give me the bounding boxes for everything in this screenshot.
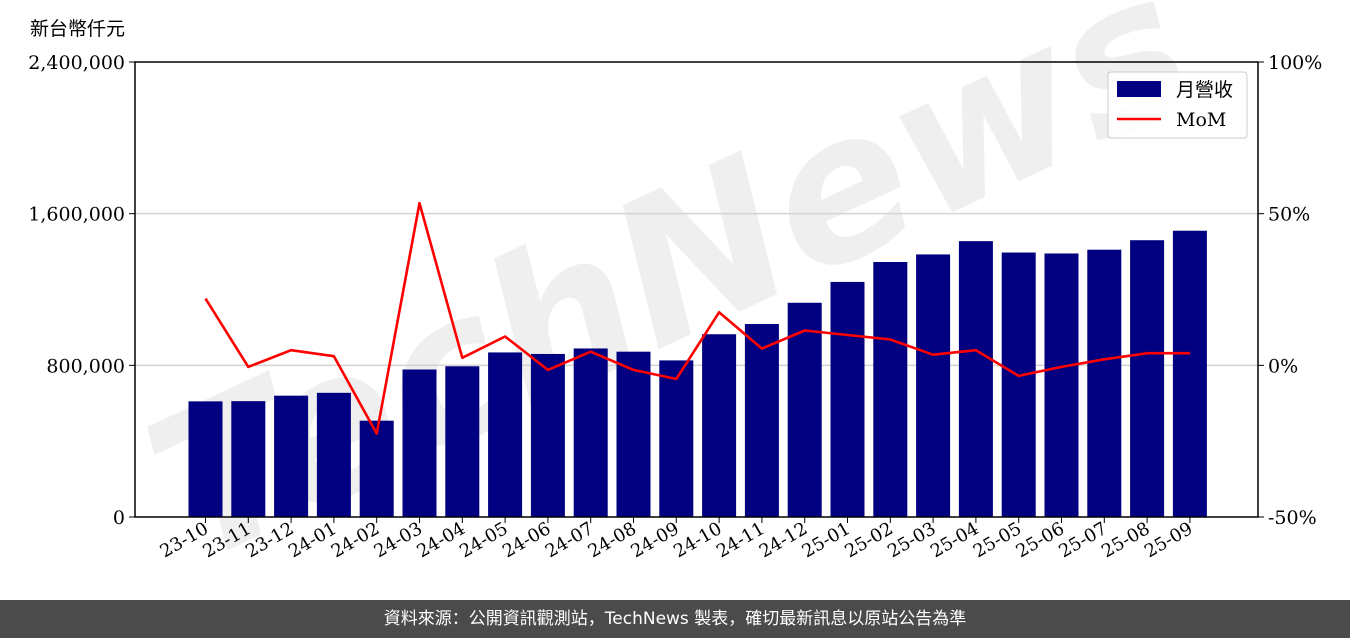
bar <box>530 353 565 517</box>
mom-line <box>204 201 1190 435</box>
footer-source-note: 資料來源：公開資訊觀測站，TechNews 製表，確切最新訊息以原站公告為準 <box>0 600 1350 638</box>
bar <box>916 254 951 518</box>
y-right-tick-label: 0% <box>1268 355 1298 377</box>
x-tick-label: 24-05 <box>456 518 511 562</box>
bar <box>1044 253 1079 517</box>
legend-swatch-bar <box>1117 81 1161 97</box>
bar <box>445 366 480 517</box>
bar <box>958 241 993 517</box>
y-left-tick-label: 1,600,000 <box>28 204 125 226</box>
unit-label: 新台幣仟元 <box>30 18 126 40</box>
bar <box>787 302 822 517</box>
bar <box>744 324 779 517</box>
bar <box>274 395 309 517</box>
x-tick-label: 25-01 <box>799 518 854 562</box>
x-tick-label: 24-12 <box>756 518 811 562</box>
y-right-tick-label: 50% <box>1268 204 1310 226</box>
y-right-tick-label: 100% <box>1268 52 1322 74</box>
bar <box>573 348 608 517</box>
bar <box>1087 249 1122 517</box>
bar <box>873 262 908 517</box>
plot-frame <box>134 61 1259 518</box>
bar <box>1001 252 1036 517</box>
bar <box>830 281 865 517</box>
legend-label-bar: 月營收 <box>1176 79 1233 101</box>
bar <box>616 351 651 517</box>
legend-label-line: MoM <box>1176 109 1226 131</box>
y-left-tick-label: 0 <box>113 507 125 529</box>
bar <box>1130 240 1165 518</box>
x-tick-label: 25-09 <box>1141 518 1196 562</box>
x-tick-label: 24-08 <box>585 518 640 562</box>
bar <box>402 369 437 517</box>
bar <box>1172 230 1207 517</box>
x-tick-label: 24-11 <box>713 518 768 562</box>
y-left-tick-label: 800,000 <box>46 355 125 377</box>
x-tick-label: 25-02 <box>841 518 896 562</box>
y-right-tick-label: -50% <box>1268 507 1317 529</box>
y-left-tick-label: 2,400,000 <box>28 52 125 74</box>
x-tick-label: 24-06 <box>499 518 554 562</box>
x-tick-label: 25-04 <box>927 518 982 562</box>
x-tick-label: 25-05 <box>970 518 1025 562</box>
bar <box>231 401 266 517</box>
bar <box>316 392 351 517</box>
x-tick-label: 24-04 <box>413 518 468 562</box>
x-tick-label: 24-07 <box>542 518 597 562</box>
x-tick-label: 25-03 <box>884 518 939 562</box>
bar <box>188 401 223 517</box>
x-tick-label: 25-07 <box>1055 518 1110 562</box>
x-tick-label: 24-10 <box>670 518 725 562</box>
bar <box>488 352 523 517</box>
bar <box>359 420 394 517</box>
bar <box>702 334 737 517</box>
revenue-chart: TechNews 0800,0001,600,0002,400,000-50%0… <box>28 0 1322 600</box>
x-tick-label: 25-06 <box>1013 518 1068 562</box>
x-tick-label: 25-08 <box>1098 518 1153 562</box>
x-tick-label: 24-09 <box>627 518 682 562</box>
bar <box>659 360 694 517</box>
